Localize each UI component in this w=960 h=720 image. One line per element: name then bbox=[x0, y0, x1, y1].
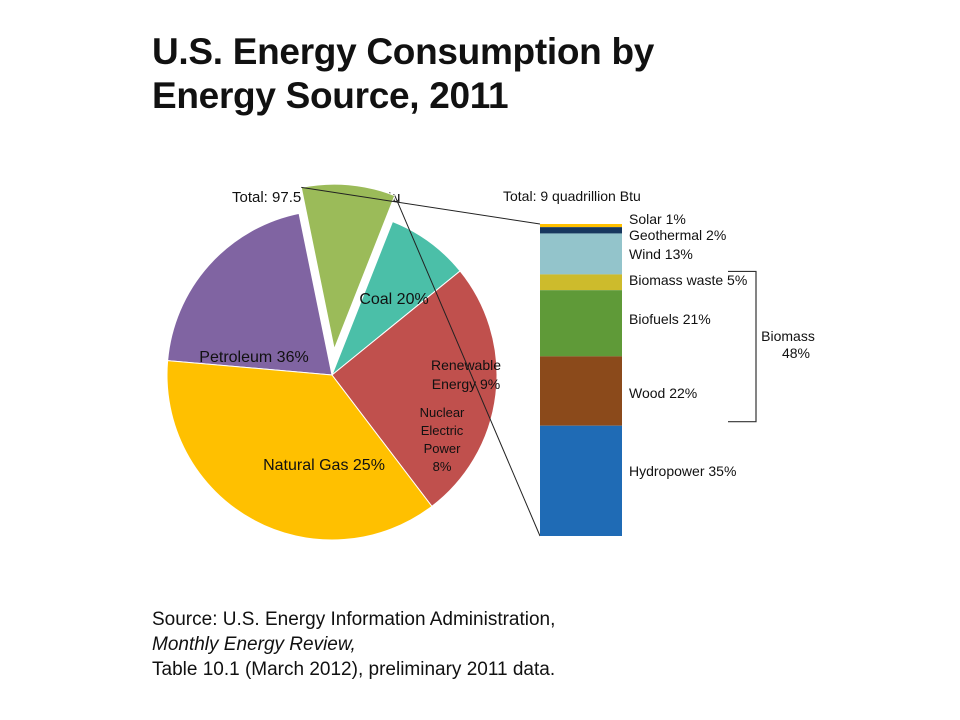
chart-title-line-2: Energy Source, 2011 bbox=[152, 75, 509, 116]
bar-segment-solar bbox=[540, 224, 622, 228]
pie-chart: Coal 20% Renewable Energy 9% Nuclear Electri… bbox=[166, 183, 501, 541]
pie-label-nuclear: 8% bbox=[433, 459, 452, 474]
biomass-bracket-label: 48% bbox=[782, 345, 810, 361]
connector-line-top bbox=[301, 186, 541, 225]
bar-label-solar: Solar 1% bbox=[629, 211, 686, 227]
pie-label-renewable: Energy 9% bbox=[432, 376, 500, 392]
pie-label-renewable: Renewable bbox=[431, 357, 501, 373]
pie-label-coal: Coal 20% bbox=[359, 291, 428, 308]
bar-label-geothermal: Geothermal 2% bbox=[629, 227, 726, 243]
pie-label-nuclear: Power bbox=[424, 441, 462, 456]
pie-slice-petroleum bbox=[166, 360, 433, 541]
connector-line-bottom bbox=[394, 195, 541, 537]
pie-label-petroleum: Petroleum 36% bbox=[199, 349, 308, 366]
bar-segment-biofuels bbox=[540, 290, 622, 357]
source-prefix: Source: U.S. Energy Information Administ… bbox=[152, 609, 556, 630]
bar-label-hydropower: Hydropower 35% bbox=[629, 463, 736, 479]
bar-label-biomass-waste: Biomass waste 5% bbox=[629, 272, 747, 288]
bar-label-biofuels: Biofuels 21% bbox=[629, 311, 711, 327]
pie-label-nuclear: Electric bbox=[421, 423, 464, 438]
stacked-bar-chart: Solar 1%Geothermal 2% Wind 13% Biomass was… bbox=[540, 211, 747, 536]
pie-slice-renewable bbox=[300, 183, 396, 351]
source-line-1: Source: U.S. Energy Information Administ… bbox=[152, 607, 912, 657]
bar-segment-biomass-waste bbox=[540, 274, 622, 291]
source-line-2: Table 10.1 (March 2012), preliminary 201… bbox=[152, 659, 556, 680]
chart-title-line-1: U.S. Energy Consumption by bbox=[152, 31, 655, 72]
pie-label-natural-gas: Natural Gas 25% bbox=[263, 457, 385, 474]
bar-segment-geothermal bbox=[540, 227, 622, 234]
biomass-bracket-line bbox=[728, 270, 757, 423]
bar-segment-wood bbox=[540, 356, 622, 426]
bar-total-label: Total: 9 quadrillion Btu bbox=[503, 188, 641, 204]
pie-label-nuclear: Nuclear bbox=[420, 405, 465, 420]
pie-slice-coal bbox=[167, 212, 333, 376]
biomass-bracket-label: Biomass bbox=[761, 328, 815, 344]
source-publication: Monthly Energy Review, bbox=[152, 634, 356, 655]
pie-slice-natural-gas bbox=[331, 270, 498, 508]
source-note: Source: U.S. Energy Information Administ… bbox=[152, 607, 912, 682]
bar-label-wind: Wind 13% bbox=[629, 246, 693, 262]
bar-label-wood: Wood 22% bbox=[629, 385, 697, 401]
explode-connector bbox=[301, 186, 541, 537]
bar-segment-hydropower bbox=[540, 425, 622, 536]
chart-title: U.S. Energy Consumption by Energy Source… bbox=[152, 30, 792, 118]
bar-segment-wind bbox=[540, 233, 622, 275]
